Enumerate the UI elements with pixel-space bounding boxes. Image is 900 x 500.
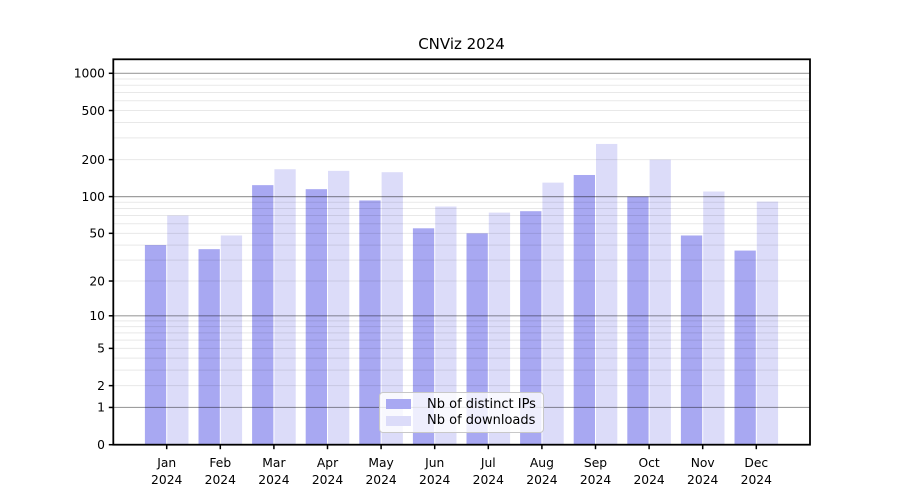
y-tick-label: 500 <box>82 104 105 118</box>
y-tick-label: 1 <box>97 401 105 415</box>
legend-row-distinct-ips: Nb of distinct IPs <box>386 396 536 412</box>
x-tick-label-year: 2024 <box>205 473 236 487</box>
x-tick-label-month: Dec <box>744 456 768 470</box>
bar-distinct-ips-dec <box>734 250 756 445</box>
x-tick-label-month: Aug <box>530 456 554 470</box>
x-tick-label-month: Jan <box>156 456 176 470</box>
plot-border <box>112 58 811 446</box>
x-tick-label-year: 2024 <box>473 473 504 487</box>
bar-distinct-ips-jul <box>466 233 488 445</box>
bar-distinct-ips-mar <box>252 185 274 445</box>
x-tick-label-month: Jul <box>480 456 496 470</box>
x-tick-label-year: 2024 <box>633 473 664 487</box>
x-tick-label-year: 2024 <box>419 473 450 487</box>
bar-distinct-ips-jun <box>412 228 435 445</box>
bar-distinct-ips-jan <box>144 245 167 445</box>
bar-distinct-ips-sep <box>573 174 595 445</box>
x-tick-label-month: Sep <box>584 456 607 470</box>
bar-downloads-mar <box>274 169 296 445</box>
bar-distinct-ips-feb <box>198 249 220 445</box>
bar-downloads-jan <box>167 215 189 445</box>
bar-distinct-ips-nov <box>680 235 703 445</box>
bar-downloads-aug <box>542 182 564 445</box>
legend-swatch-downloads <box>386 415 411 426</box>
x-tick-label-year: 2024 <box>687 473 718 487</box>
x-tick-label-year: 2024 <box>151 473 182 487</box>
y-tick-label: 2 <box>97 379 105 393</box>
bar-downloads-sep <box>596 143 618 445</box>
x-tick-label-year: 2024 <box>365 473 396 487</box>
bar-distinct-ips-may <box>359 200 381 445</box>
x-tick-label-month: Jun <box>424 456 444 470</box>
bar-downloads-feb <box>220 235 243 445</box>
x-tick-label-month: May <box>368 456 393 470</box>
x-tick-label-month: Oct <box>638 456 659 470</box>
x-tick-label-month: Nov <box>691 456 715 470</box>
chart-title: CNViz 2024 <box>418 35 505 53</box>
y-tick-label: 10 <box>89 309 105 323</box>
bar-downloads-dec <box>756 201 779 445</box>
y-tick-label: 100 <box>82 190 105 204</box>
bar-downloads-may <box>381 172 403 445</box>
x-tick-label-year: 2024 <box>580 473 611 487</box>
x-tick-label-year: 2024 <box>526 473 557 487</box>
bar-distinct-ips-oct <box>627 196 649 445</box>
legend-row-downloads: Nb of downloads <box>386 413 535 428</box>
legend: Nb of distinct IPs Nb of downloads <box>379 392 544 433</box>
bar-downloads-nov <box>703 191 725 445</box>
legend-swatch-distinct-ips <box>386 399 411 410</box>
bar-downloads-oct <box>649 159 671 445</box>
legend-label-downloads: Nb of downloads <box>427 413 536 429</box>
x-tick-label-month: Mar <box>262 456 286 470</box>
bar-distinct-ips-aug <box>520 211 542 445</box>
y-tick-label: 5 <box>97 342 105 356</box>
y-tick-label: 0 <box>97 438 105 452</box>
y-tick-label: 1000 <box>74 67 105 81</box>
bar-downloads-jun <box>435 206 457 445</box>
y-tick-label: 20 <box>89 274 105 288</box>
y-tick-label: 200 <box>82 153 105 167</box>
x-tick-label-year: 2024 <box>258 473 289 487</box>
x-tick-label-year: 2024 <box>741 473 772 487</box>
y-tick-label: 50 <box>89 227 105 241</box>
x-tick-label-month: Feb <box>209 456 231 470</box>
legend-label-distinct-ips: Nb of distinct IPs <box>427 396 536 412</box>
bar-distinct-ips-apr <box>305 189 327 445</box>
bar-downloads-apr <box>328 170 350 445</box>
x-tick-label-year: 2024 <box>312 473 343 487</box>
bar-downloads-jul <box>488 212 511 445</box>
x-tick-label-month: Apr <box>317 456 339 470</box>
